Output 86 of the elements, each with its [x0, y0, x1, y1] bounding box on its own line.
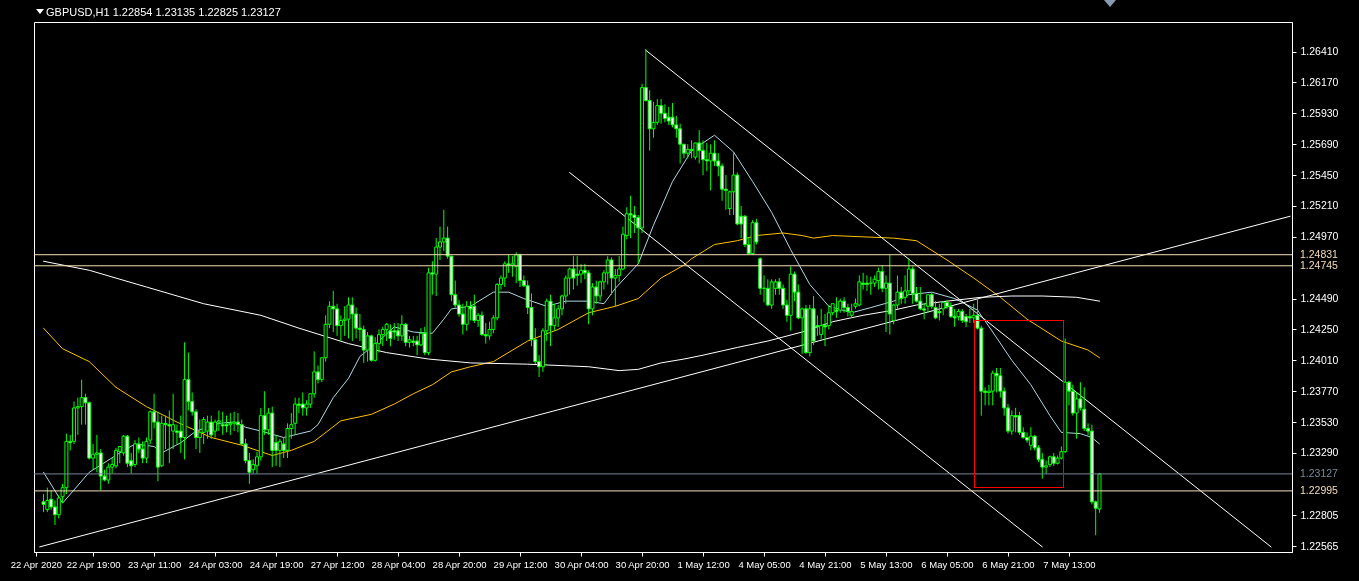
- candlestick: [346, 296, 351, 339]
- candlestick: [464, 300, 469, 332]
- candlestick: [964, 313, 969, 328]
- ref-line-label: 1.24831: [1300, 247, 1339, 260]
- y-tick-label: 1.25210: [1300, 199, 1339, 212]
- candlestick: [140, 440, 145, 464]
- ref-line-label: 1.23127: [1300, 466, 1339, 479]
- x-tick-label: 4 May 05:00: [738, 558, 791, 570]
- candlestick: [628, 195, 633, 239]
- candlestick: [209, 415, 214, 440]
- candlestick: [94, 434, 99, 473]
- x-tick-label: 4 May 21:00: [799, 558, 852, 570]
- candlestick: [990, 370, 995, 406]
- candlestick: [472, 294, 477, 324]
- x-tick-label: 7 May 13:00: [1043, 558, 1096, 570]
- candlestick: [300, 391, 305, 417]
- candlestick: [205, 415, 210, 440]
- candlestick: [1009, 410, 1014, 436]
- y-tick-label: 1.26410: [1300, 45, 1339, 58]
- candlestick: [659, 98, 664, 125]
- candlestick: [1017, 411, 1022, 436]
- x-tick-label: 30 Apr 04:00: [554, 558, 609, 570]
- candlestick: [884, 274, 889, 333]
- y-tick-label: 1.23290: [1300, 446, 1339, 459]
- y-tick-label: 1.24490: [1300, 292, 1339, 305]
- x-tick-label: 27 Apr 12:00: [310, 558, 365, 570]
- ref-line-label: 1.22995: [1300, 483, 1339, 496]
- candlestick: [842, 296, 847, 314]
- x-tick-label: 28 Apr 20:00: [432, 558, 487, 570]
- x-tick-label: 28 Apr 04:00: [371, 558, 426, 570]
- x-tick-label: 24 Apr 19:00: [249, 558, 304, 570]
- candlestick: [460, 303, 465, 336]
- ref-line-label: 1.24745: [1300, 258, 1339, 271]
- y-tick-label: 1.24250: [1300, 322, 1339, 335]
- candlestick: [510, 255, 515, 278]
- candlestick: [396, 322, 401, 342]
- candlestick: [868, 276, 873, 296]
- x-tick-label: 30 Apr 20:00: [615, 558, 670, 570]
- candlestick: [864, 274, 869, 292]
- candlestick: [350, 296, 355, 342]
- candlestick: [651, 101, 656, 139]
- candlestick: [113, 447, 118, 469]
- x-tick-label: 1 May 12:00: [677, 558, 730, 570]
- candlestick: [857, 274, 862, 307]
- candlestick: [1082, 386, 1087, 432]
- candlestick: [45, 487, 50, 513]
- y-tick-label: 1.22565: [1300, 539, 1339, 552]
- candlestick: [514, 251, 519, 284]
- candlestick: [293, 397, 298, 436]
- candlestick: [277, 438, 282, 468]
- candlestick: [41, 493, 46, 513]
- candlestick: [704, 142, 709, 172]
- x-tick-label: 22 Apr 19:00: [66, 558, 121, 570]
- candlestick: [552, 303, 557, 332]
- candlestick: [662, 103, 667, 123]
- chart-title: GBPUSD,H1 1.22854 1.23135 1.22825 1.23127: [46, 6, 281, 18]
- candlestick: [331, 290, 336, 333]
- y-tick-label: 1.23530: [1300, 415, 1339, 428]
- y-tick-label: 1.25690: [1300, 137, 1339, 150]
- x-tick-label: 24 Apr 03:00: [188, 558, 243, 570]
- candlestick: [415, 335, 420, 356]
- candlestick: [575, 255, 580, 287]
- y-tick-label: 1.25450: [1300, 168, 1339, 181]
- y-tick-label: 1.26170: [1300, 75, 1339, 88]
- candlestick: [232, 411, 237, 432]
- x-tick-label: 6 May 21:00: [982, 558, 1035, 570]
- y-tick-label: 1.22805: [1300, 508, 1339, 521]
- candlestick: [1025, 431, 1030, 444]
- candlestick: [399, 314, 404, 342]
- candlestick: [1028, 426, 1033, 451]
- candlestick: [468, 300, 473, 321]
- x-tick-label: 5 May 13:00: [860, 558, 913, 570]
- y-tick-label: 1.23770: [1300, 384, 1339, 397]
- candlestick: [167, 410, 172, 464]
- candlestick: [1013, 407, 1018, 433]
- y-tick-label: 1.25930: [1300, 106, 1339, 119]
- x-tick-label: 6 May 05:00: [921, 558, 974, 570]
- x-tick-label: 29 Apr 12:00: [493, 558, 548, 570]
- candlestick: [1044, 460, 1049, 475]
- candlestick: [967, 308, 972, 324]
- candlestick: [384, 322, 389, 342]
- y-tick-label: 1.24010: [1300, 353, 1339, 366]
- candlestick: [571, 255, 576, 291]
- x-tick-label: 22 Apr 2020: [10, 558, 63, 570]
- x-tick-label: 23 Apr 11:00: [127, 558, 182, 570]
- y-tick-label: 1.24970: [1300, 230, 1339, 243]
